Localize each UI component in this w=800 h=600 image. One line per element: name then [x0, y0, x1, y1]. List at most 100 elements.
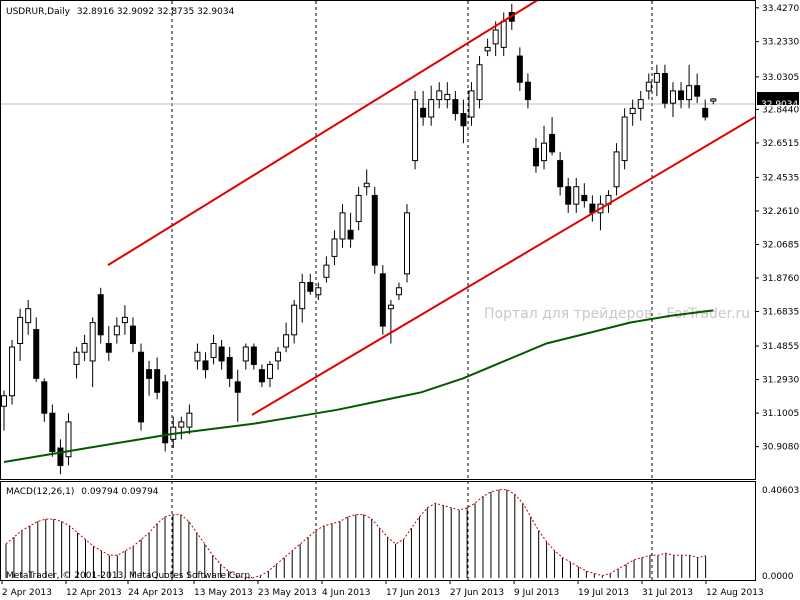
candle — [154, 357, 161, 400]
price-tick-label: 31.8760 — [762, 274, 799, 284]
candlestick-series[interactable] — [1, 3, 717, 475]
main-pane-frame — [0, 0, 756, 480]
candle-body — [65, 421, 72, 458]
candle-body — [629, 107, 636, 115]
candle — [41, 378, 48, 422]
candle — [645, 73, 652, 100]
candle-body — [573, 186, 580, 205]
copyright-text: MetaTrader, © 2001-2013, MetaQuotes Soft… — [6, 571, 253, 581]
candle — [363, 169, 370, 196]
candle — [404, 204, 410, 283]
macd-label: MACD(12,26,1) — [6, 487, 74, 497]
candle-body — [645, 81, 652, 92]
candle-body — [460, 113, 467, 127]
candle — [266, 360, 273, 388]
candle-body — [25, 308, 32, 324]
candle — [702, 99, 709, 121]
candle — [242, 343, 249, 370]
candle — [73, 346, 80, 379]
candle — [541, 125, 548, 170]
candle — [468, 82, 475, 126]
candle-body — [315, 287, 322, 296]
candle — [89, 317, 96, 388]
candle — [686, 64, 693, 109]
candle — [299, 273, 306, 323]
candle — [17, 308, 24, 361]
macd-title: MACD(12,26,1) 0.09794 0.09794 — [6, 487, 159, 497]
candle-body — [331, 238, 338, 257]
candle-body — [89, 322, 96, 362]
candle — [379, 265, 386, 335]
candle — [557, 151, 564, 196]
candle — [138, 343, 145, 431]
price-tick-label: 31.4855 — [762, 342, 799, 352]
candle-body — [549, 133, 556, 153]
price-tick-label: 31.1005 — [762, 409, 799, 419]
candle-body — [379, 273, 386, 327]
price-tick-label: 31.6835 — [762, 308, 799, 318]
candle-body — [710, 98, 717, 102]
price-tick-label: 32.6515 — [762, 139, 799, 149]
candle — [25, 299, 32, 335]
candle — [428, 85, 435, 126]
candle-body — [258, 369, 265, 383]
candle — [444, 82, 451, 109]
time-tick-label: 12 Apr 2013 — [66, 588, 122, 598]
candle-body — [266, 363, 273, 379]
candle-body — [33, 329, 40, 379]
ohlc-values: 32.8916 32.9092 32.8735 32.9034 — [77, 7, 235, 17]
candle — [637, 90, 644, 121]
candle-body — [363, 182, 370, 188]
candle-body — [162, 381, 169, 444]
candle — [291, 299, 298, 344]
time-tick-label: 4 Jun 2013 — [322, 588, 370, 598]
candle — [347, 212, 354, 248]
channel-lower-line[interactable] — [251, 116, 756, 416]
price-tick-label: 32.4535 — [762, 173, 799, 183]
candle-body — [41, 381, 48, 414]
time-tick-label: 19 Jul 2013 — [578, 588, 629, 598]
candle — [202, 352, 209, 379]
candle-body — [468, 90, 475, 118]
candle — [194, 343, 201, 370]
candle — [33, 317, 40, 382]
candle-body — [17, 316, 24, 345]
candle-body — [9, 346, 16, 397]
candle — [57, 439, 64, 475]
candle — [97, 287, 104, 344]
candle-body — [565, 186, 572, 205]
candle-body — [242, 346, 249, 362]
candle-body — [452, 99, 459, 115]
current-price-tag — [757, 92, 799, 106]
candle — [710, 98, 717, 105]
candle — [283, 322, 290, 353]
candle-body — [138, 351, 145, 423]
price-tick-label: 32.2610 — [762, 207, 799, 217]
candle-body — [1, 395, 7, 407]
watermark-text: Портал для трейдеров - ForTrader.ru — [484, 306, 750, 322]
price-tick-label: 31.2930 — [762, 376, 799, 386]
candle — [65, 413, 72, 466]
candle — [186, 404, 193, 435]
candle-body — [146, 369, 153, 379]
time-tick-label: 9 Jul 2013 — [514, 588, 559, 598]
candle-body — [541, 142, 548, 162]
candle-body — [428, 99, 435, 118]
candle-body — [613, 151, 620, 188]
candle — [339, 204, 346, 248]
moving-average-line — [3, 309, 714, 463]
price-tick-label: 32.0685 — [762, 240, 799, 250]
candle — [549, 117, 556, 156]
candle-body — [299, 282, 306, 310]
candle-body — [194, 351, 201, 362]
candle-body — [371, 194, 378, 266]
candle — [678, 82, 685, 109]
macd-values: 0.09794 0.09794 — [81, 487, 159, 497]
candle-body — [186, 412, 193, 428]
candle-body — [275, 351, 282, 362]
time-tick-label: 31 Jul 2013 — [642, 588, 693, 598]
candle — [532, 137, 539, 173]
channel-upper-line[interactable] — [107, 0, 540, 266]
